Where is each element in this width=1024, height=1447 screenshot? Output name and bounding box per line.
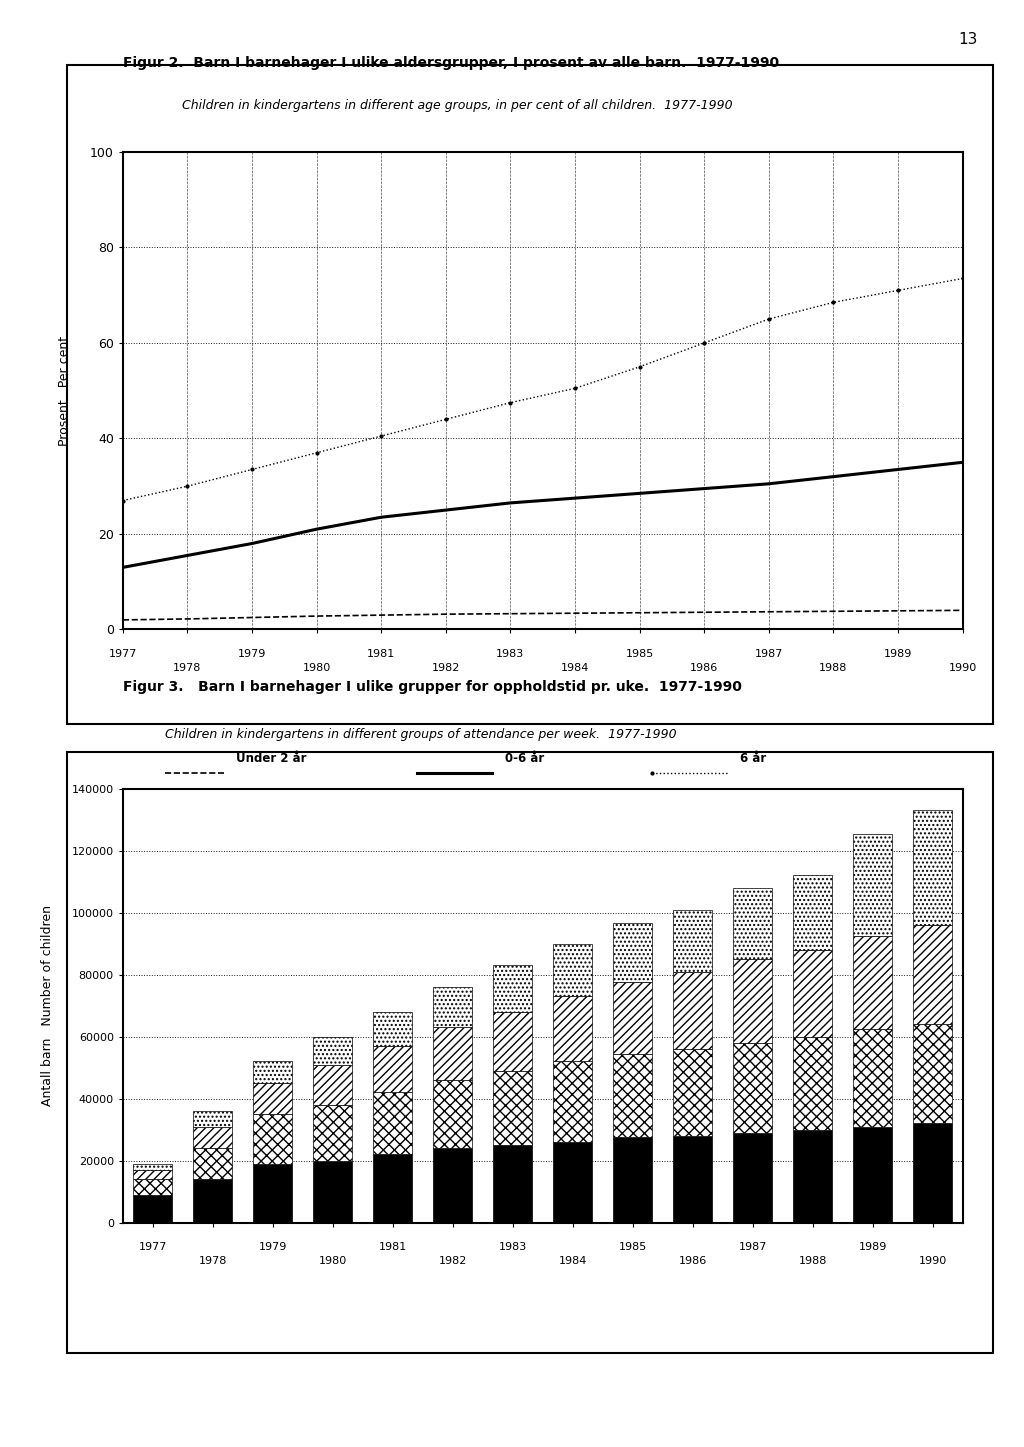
Text: 1983: 1983 (499, 1242, 527, 1252)
Text: Children in kindergartens in different groups of attendance per week.  1977-1990: Children in kindergartens in different g… (165, 728, 677, 741)
Bar (494, 1011, 532, 1071)
Bar (853, 1127, 892, 1223)
Bar (913, 810, 952, 925)
Bar (733, 959, 772, 1043)
Text: 1978: 1978 (173, 663, 202, 673)
Bar (553, 943, 592, 997)
Text: 1982: 1982 (432, 663, 460, 673)
Text: Children in kindergartens in different age groups, in per cent of all children. : Children in kindergartens in different a… (181, 100, 732, 113)
Bar (913, 1024, 952, 1123)
Bar (313, 1065, 352, 1106)
Bar (673, 1136, 712, 1223)
Bar (133, 1163, 172, 1171)
Text: 1989: 1989 (884, 648, 912, 658)
Bar (733, 1133, 772, 1223)
Bar (853, 1029, 892, 1127)
Bar (194, 1179, 232, 1223)
Text: 1980: 1980 (302, 663, 331, 673)
Text: 1977: 1977 (138, 1242, 167, 1252)
Bar (133, 1171, 172, 1179)
Bar (794, 949, 833, 1036)
Bar (913, 1123, 952, 1223)
Bar (553, 1142, 592, 1223)
Text: 1988: 1988 (799, 1256, 826, 1266)
Bar (374, 1046, 413, 1092)
Bar (673, 910, 712, 971)
Bar (194, 1127, 232, 1149)
Text: Figur 2.  Barn I barnehager I ulike aldersgrupper, I prosent av alle barn.  1977: Figur 2. Barn I barnehager I ulike alder… (123, 56, 779, 71)
Bar (253, 1062, 292, 1084)
Text: 1985: 1985 (626, 648, 653, 658)
Bar (194, 1149, 232, 1179)
Bar (194, 1111, 232, 1127)
Bar (313, 1160, 352, 1223)
Bar (374, 1011, 413, 1046)
Bar (913, 925, 952, 1024)
Bar (433, 1027, 472, 1079)
Bar (733, 888, 772, 959)
Text: 1982: 1982 (438, 1256, 467, 1266)
Text: 1990: 1990 (948, 663, 977, 673)
Text: 1988: 1988 (819, 663, 848, 673)
Text: 1979: 1979 (238, 648, 266, 658)
Bar (313, 1106, 352, 1160)
Text: 6 years: 6 years (740, 790, 783, 803)
Text: 0-6 år: 0-6 år (505, 752, 544, 765)
Bar (794, 875, 833, 949)
Text: Antall barn   Number of children: Antall barn Number of children (41, 906, 54, 1106)
Text: 1984: 1984 (561, 663, 589, 673)
Bar (853, 936, 892, 1029)
Bar (613, 1053, 652, 1137)
Bar (494, 1071, 532, 1145)
Text: 6 år: 6 år (740, 752, 766, 765)
Bar (853, 833, 892, 936)
Bar (133, 1195, 172, 1223)
Bar (613, 923, 652, 983)
Bar (553, 1062, 592, 1142)
Text: 1984: 1984 (558, 1256, 587, 1266)
Text: 1986: 1986 (679, 1256, 707, 1266)
Bar (313, 1036, 352, 1065)
Bar (613, 1137, 652, 1223)
Text: 1979: 1979 (259, 1242, 287, 1252)
Text: 1987: 1987 (755, 648, 783, 658)
Text: 1987: 1987 (738, 1242, 767, 1252)
Bar (494, 965, 532, 1011)
Bar (433, 987, 472, 1027)
Text: 1985: 1985 (618, 1242, 647, 1252)
Bar (613, 983, 652, 1053)
Text: Under 2 år: Under 2 år (237, 752, 307, 765)
Bar (253, 1163, 292, 1223)
Text: 1980: 1980 (318, 1256, 347, 1266)
Bar (673, 971, 712, 1049)
Text: 1983: 1983 (497, 648, 524, 658)
Bar (433, 1079, 472, 1149)
Text: 1977: 1977 (109, 648, 137, 658)
Text: 1981: 1981 (379, 1242, 407, 1252)
Bar (553, 997, 592, 1062)
Bar (133, 1179, 172, 1195)
Text: 1990: 1990 (919, 1256, 947, 1266)
Text: Under 2 years: Under 2 years (237, 790, 319, 803)
Bar (433, 1149, 472, 1223)
Text: 1989: 1989 (858, 1242, 887, 1252)
Text: 1981: 1981 (368, 648, 395, 658)
Bar (794, 1130, 833, 1223)
Bar (374, 1092, 413, 1155)
Text: 1978: 1978 (199, 1256, 227, 1266)
Text: 0-6 years: 0-6 years (505, 790, 560, 803)
Bar (673, 1049, 712, 1136)
Bar (374, 1155, 413, 1223)
Text: Prosent   Per cent: Prosent Per cent (57, 336, 71, 446)
Bar (794, 1036, 833, 1130)
Bar (494, 1145, 532, 1223)
Bar (253, 1114, 292, 1163)
Text: 1986: 1986 (690, 663, 718, 673)
Text: 13: 13 (958, 32, 977, 46)
Bar (733, 1043, 772, 1133)
Text: Figur 3.   Barn I barnehager I ulike grupper for oppholdstid pr. uke.  1977-1990: Figur 3. Barn I barnehager I ulike grupp… (123, 680, 741, 695)
Bar (253, 1084, 292, 1114)
